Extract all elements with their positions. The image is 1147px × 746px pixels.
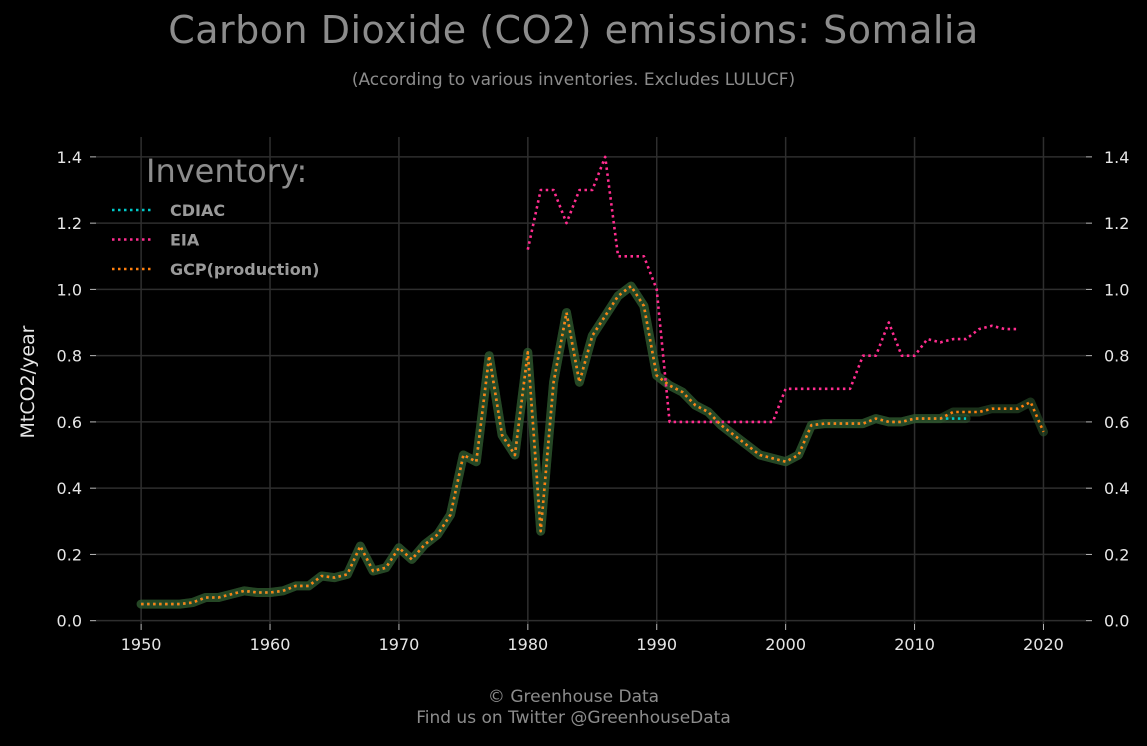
series-glow bbox=[136, 281, 971, 609]
footer: © Greenhouse Data Find us on Twitter @Gr… bbox=[0, 687, 1147, 729]
y-tick-label-left: 1.4 bbox=[57, 148, 82, 167]
x-axis-ticks: 1950 1960 1970 1980 1990 2000 2010 2020 bbox=[121, 624, 1064, 654]
legend: Inventory: CDIAC EIA GCP(production) bbox=[112, 152, 319, 279]
y-axis-ticks: 0.0 0.0 0.2 0.2 0.4 0.4 0.6 0.6 0.8 0.8 1.0 1.0 1.2 1… bbox=[57, 148, 1130, 631]
x-tick-label: 1990 bbox=[636, 635, 677, 654]
y-tick-label-left: 0.6 bbox=[57, 413, 82, 432]
series-line-cdiac bbox=[141, 284, 967, 606]
x-tick-label: 2020 bbox=[1023, 635, 1064, 654]
x-tick-label: 1950 bbox=[121, 635, 162, 654]
y-tick-label-right: 0.4 bbox=[1104, 479, 1129, 498]
y-tick-label-right: 0.0 bbox=[1104, 612, 1129, 631]
y-tick-label-left: 0.0 bbox=[57, 612, 82, 631]
grid-lines bbox=[96, 137, 1086, 624]
y-tick-label-left: 1.2 bbox=[57, 214, 82, 233]
series-group bbox=[136, 155, 1048, 609]
y-tick-label-left: 0.8 bbox=[57, 347, 82, 366]
y-axis-label: MtCO2/year bbox=[17, 325, 39, 438]
y-tick-label-right: 1.2 bbox=[1104, 214, 1129, 233]
series-line-eia bbox=[526, 155, 1018, 424]
legend-label: CDIAC bbox=[170, 201, 225, 220]
x-tick-label: 1970 bbox=[379, 635, 420, 654]
y-tick-label-right: 1.4 bbox=[1104, 148, 1129, 167]
footer-copyright: © Greenhouse Data bbox=[487, 687, 660, 707]
y-tick-label-left: 1.0 bbox=[57, 280, 82, 299]
y-tick-label-right: 0.6 bbox=[1104, 413, 1129, 432]
x-tick-label: 2010 bbox=[894, 635, 935, 654]
footer-twitter: Find us on Twitter @GreenhouseData bbox=[416, 708, 731, 728]
x-tick-label: 1980 bbox=[507, 635, 548, 654]
legend-label: EIA bbox=[170, 231, 200, 250]
legend-title: Inventory: bbox=[146, 152, 307, 190]
y-tick-label-right: 0.2 bbox=[1104, 545, 1129, 564]
legend-label: GCP(production) bbox=[170, 260, 319, 279]
x-tick-label: 1960 bbox=[250, 635, 291, 654]
y-tick-label-left: 0.4 bbox=[57, 479, 82, 498]
y-tick-label-right: 1.0 bbox=[1104, 280, 1129, 299]
y-tick-label-left: 0.2 bbox=[57, 545, 82, 564]
y-tick-label-right: 0.8 bbox=[1104, 347, 1129, 366]
x-tick-label: 2000 bbox=[765, 635, 806, 654]
chart-subtitle: (According to various inventories. Exclu… bbox=[351, 70, 796, 90]
series-line-gcp-production- bbox=[141, 284, 1045, 606]
chart-title: Carbon Dioxide (CO2) emissions: Somalia bbox=[168, 8, 979, 52]
